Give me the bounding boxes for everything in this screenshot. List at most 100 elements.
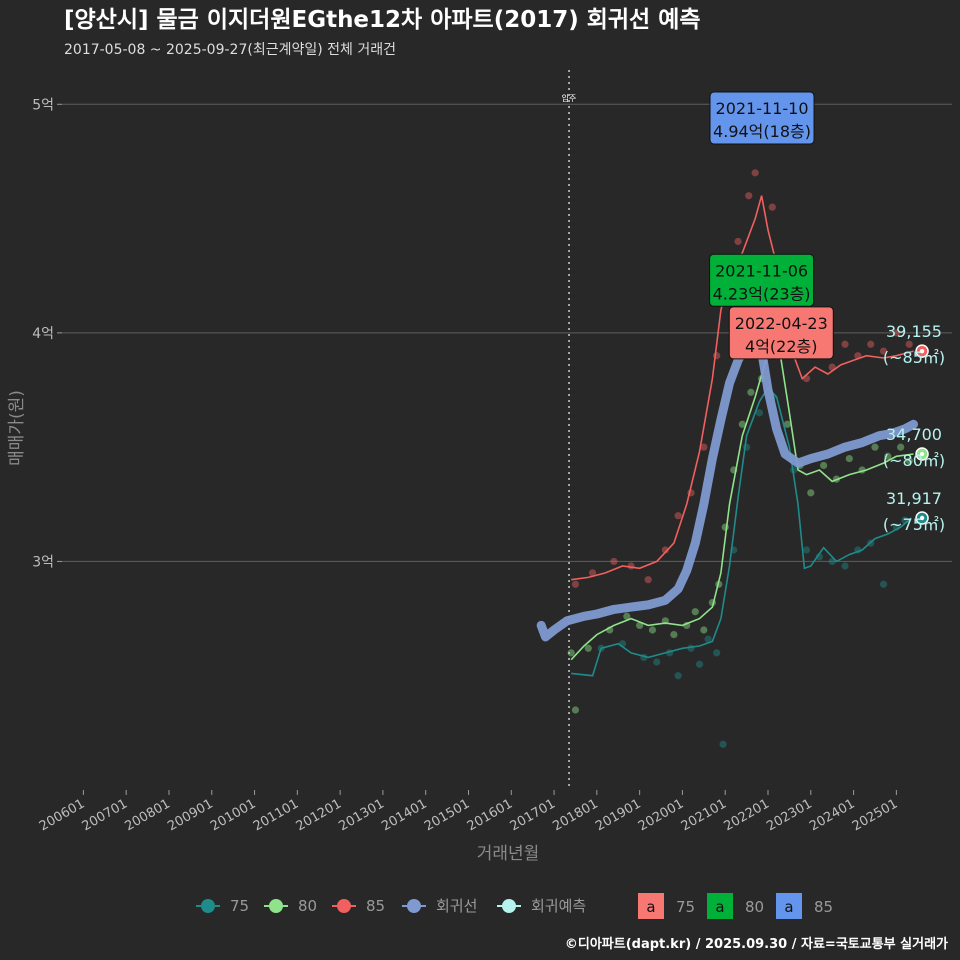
series-line [570, 325, 914, 661]
scatter-point [871, 443, 879, 451]
scatter-point [700, 626, 708, 634]
legend-swatch-box [707, 893, 733, 919]
scatter-point [644, 576, 652, 584]
x-tick-label: 202201 [722, 796, 772, 834]
scatter-point [745, 192, 753, 200]
x-tick-label: 202001 [636, 796, 686, 834]
scatter-point [751, 169, 759, 177]
scatter-point [567, 649, 575, 657]
x-tick-label: 202401 [807, 796, 857, 834]
chart-subtitle: 2017-05-08 ~ 2025-09-27(최근계약일) 전체 거래건 [64, 42, 396, 58]
scatter-point [879, 580, 888, 588]
scatter-point [661, 546, 669, 554]
scatter-point [700, 443, 708, 451]
scatter-point [588, 569, 597, 577]
legend-label: 80 [745, 898, 764, 916]
end-value-label: 39,155 [886, 322, 942, 341]
legend-box-glyph: a [715, 898, 724, 916]
x-tick-label: 201601 [465, 796, 515, 834]
legend-swatch-box [638, 893, 664, 919]
scatter-point [802, 546, 811, 554]
legend-label: 75 [230, 897, 249, 915]
legend-swatch-dot [269, 899, 283, 913]
scatter-point [674, 672, 682, 680]
x-tick-label: 200901 [165, 796, 215, 834]
scatter-point [783, 420, 791, 428]
end-point-center [919, 451, 925, 457]
x-tick-label: 200601 [37, 796, 87, 834]
scatter-point [734, 237, 742, 246]
scatter-point [571, 706, 580, 714]
plot-area: 3억 4억 5억 2006012007012008012009012010012011… [32, 70, 952, 834]
series-line [571, 386, 912, 677]
x-tick-label: 201301 [336, 796, 386, 834]
annotation-date: 2021-11-06 [715, 261, 808, 280]
x-tick-label: 201801 [550, 796, 600, 834]
end-area-label: (~80㎡) [883, 451, 945, 470]
scatter-point [768, 203, 776, 211]
legend-swatch-dot [337, 899, 351, 913]
scatter-point [719, 740, 727, 748]
end-value-label: 34,700 [886, 425, 942, 444]
scatter-point [867, 340, 875, 348]
annotation-price: 4.94억(18층) [713, 122, 811, 141]
series-line [571, 195, 914, 581]
scatter-point [704, 635, 712, 643]
scatter-point [738, 420, 746, 428]
legend-swatch-dot [502, 899, 516, 913]
scatter-point [820, 461, 828, 470]
annotation-price: 4.23억(23층) [713, 284, 811, 303]
legend-label: 85 [366, 897, 385, 915]
scatter-point [713, 649, 721, 657]
scatter-point [674, 512, 682, 520]
annotation-price: 4억(22층) [745, 337, 817, 356]
move-in-label: 입주 [562, 94, 577, 103]
annotation-box [709, 253, 815, 307]
scatter-point [648, 626, 657, 634]
caption: ©디아파트(dapt.kr) / 2025.09.30 / 자료=국토교통부 실… [565, 936, 948, 952]
legend-label: 85 [814, 898, 833, 916]
end-value-label: 31,917 [886, 489, 942, 508]
legend-label: 회귀선 [436, 897, 477, 915]
x-tick-label: 201701 [508, 796, 558, 834]
scatter-point [892, 329, 900, 337]
scatter-point [841, 340, 849, 348]
scatter-point [627, 562, 635, 570]
scatter-point [653, 658, 661, 666]
x-tick-label: 201901 [593, 796, 643, 834]
scatter-point [807, 489, 815, 497]
scatter-point [879, 347, 888, 355]
scatter-point [884, 452, 892, 460]
scatter-point [584, 644, 592, 652]
scatter-point [691, 608, 699, 616]
scatter-point [905, 340, 913, 348]
end-point-center [919, 348, 925, 354]
annotation-date: 2022-04-23 [735, 314, 828, 333]
annotation-box [709, 91, 815, 145]
end-area-label: (~85㎡) [883, 348, 945, 367]
y-tick-label: 3억 [32, 554, 54, 570]
x-tick-label: 202301 [764, 796, 814, 834]
legend-swatch-box [776, 893, 802, 919]
scatter-point [610, 557, 618, 566]
y-axis-title: 매매가(원) [7, 390, 27, 466]
scatter-point [571, 580, 580, 588]
x-tick-label: 201201 [294, 796, 344, 834]
end-area-label: (~75㎡) [883, 515, 945, 534]
scatter-point [695, 660, 704, 668]
scatter-point [623, 612, 631, 620]
scatter-point [841, 562, 849, 570]
y-tick-label: 4억 [32, 326, 54, 342]
legend-label: 80 [298, 897, 317, 915]
x-tick-label: 202501 [850, 796, 900, 834]
scatter-point [755, 409, 764, 417]
x-axis-title: 거래년월 [477, 844, 540, 864]
legend-swatch-dot [201, 899, 215, 913]
end-point-center [919, 515, 925, 521]
scatter-point [636, 621, 644, 630]
y-tick-label: 5억 [32, 97, 54, 113]
regression-line [536, 328, 918, 642]
scatter-point [845, 454, 853, 463]
x-tick-label: 201001 [208, 796, 258, 834]
